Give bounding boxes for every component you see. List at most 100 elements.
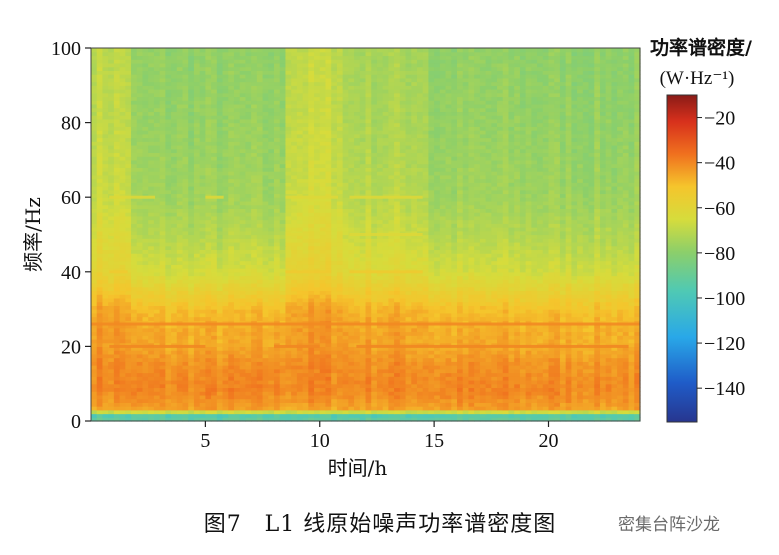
heatmap-cell — [537, 357, 544, 362]
heatmap-cell — [502, 256, 510, 262]
heatmap-cell — [457, 312, 464, 318]
heatmap-cell — [142, 301, 149, 306]
heatmap-cell — [159, 301, 166, 306]
heatmap-cell — [388, 268, 395, 273]
heatmap-cell — [216, 391, 224, 396]
heatmap-cell — [491, 290, 498, 295]
heatmap-cell — [171, 320, 178, 325]
heatmap-cell — [605, 234, 613, 239]
heatmap-cell — [308, 320, 315, 325]
heatmap-cell — [233, 350, 241, 355]
heatmap-cell — [394, 320, 401, 325]
heatmap-cell — [239, 350, 247, 355]
heatmap-cell — [577, 324, 584, 329]
heatmap-cell — [531, 342, 538, 347]
heatmap-cell — [519, 406, 527, 411]
heatmap-cell — [91, 361, 98, 366]
heatmap-cell — [193, 331, 201, 336]
heatmap-cell — [216, 413, 224, 418]
heatmap-cell — [182, 324, 189, 329]
heatmap-cell — [485, 234, 492, 239]
heatmap-cell — [479, 230, 487, 236]
heatmap-cell — [193, 387, 201, 392]
heatmap-cell — [314, 238, 321, 243]
heatmap-cell — [308, 290, 315, 295]
heatmap-cell — [342, 327, 349, 333]
heatmap-cell — [279, 264, 287, 269]
heatmap-cell — [302, 342, 309, 347]
heatmap-cell — [96, 294, 104, 299]
heatmap-cell — [365, 346, 372, 351]
heatmap-cell — [634, 305, 641, 310]
heatmap-cell — [354, 327, 361, 333]
heatmap-cell — [571, 327, 578, 333]
heatmap-cell — [428, 335, 435, 340]
heatmap-cell — [96, 346, 104, 351]
heatmap-cell — [554, 361, 561, 366]
heatmap-cell — [474, 290, 481, 295]
heatmap-cell — [508, 327, 515, 333]
heatmap-cell — [491, 327, 498, 333]
heatmap-cell — [445, 309, 452, 314]
heatmap-cell — [96, 357, 104, 362]
heatmap-cell — [457, 342, 464, 347]
heatmap-cell — [193, 361, 201, 366]
heatmap-cell — [205, 387, 212, 392]
heatmap-cell — [108, 342, 115, 347]
heatmap-cell — [176, 406, 184, 411]
heatmap-cell — [554, 245, 561, 251]
heatmap-cell — [405, 282, 412, 288]
heatmap-cell — [605, 387, 613, 392]
heatmap-cell — [497, 260, 504, 265]
heatmap-cell — [216, 238, 224, 243]
heatmap-cell — [382, 320, 389, 325]
heatmap-cell — [142, 383, 149, 389]
heatmap-cell — [182, 409, 189, 415]
heatmap-cell — [354, 398, 361, 403]
heatmap-cell — [159, 230, 166, 236]
heatmap-cell — [474, 286, 481, 292]
heatmap-cell — [331, 372, 338, 377]
heatmap-cell — [628, 320, 635, 325]
heatmap-cell — [622, 372, 630, 377]
heatmap-cell — [314, 338, 321, 344]
heatmap-cell — [148, 256, 155, 262]
heatmap-cell — [211, 260, 218, 265]
heatmap-cell — [274, 256, 281, 262]
heatmap-cell — [571, 357, 578, 362]
heatmap-cell — [251, 406, 258, 411]
heatmap-cell — [354, 268, 361, 273]
heatmap-cell — [251, 409, 258, 415]
heatmap-cell — [468, 253, 475, 258]
heatmap-cell — [439, 256, 447, 262]
heatmap-cell — [245, 305, 252, 310]
heatmap-cell — [428, 342, 435, 347]
heatmap-cell — [451, 406, 458, 411]
heatmap-cell — [125, 282, 132, 288]
heatmap-cell — [285, 406, 292, 411]
heatmap-cell — [256, 238, 264, 243]
heatmap-cell — [617, 409, 624, 415]
heatmap-cell — [571, 376, 578, 381]
heatmap-cell — [342, 350, 349, 355]
heatmap-cell — [359, 376, 367, 381]
heatmap-cell — [622, 268, 630, 273]
heatmap-cell — [91, 297, 98, 303]
heatmap-cell — [628, 331, 635, 336]
heatmap-cell — [159, 406, 166, 411]
heatmap-cell — [96, 320, 104, 325]
heatmap-cell — [622, 331, 630, 336]
heatmap-cell — [119, 368, 126, 374]
heatmap-cell — [308, 368, 315, 374]
heatmap-cell — [382, 245, 389, 251]
heatmap-cell — [205, 264, 212, 269]
heatmap-cell — [182, 230, 189, 236]
heatmap-cell — [91, 253, 98, 258]
heatmap-cell — [508, 241, 515, 247]
heatmap-cell — [119, 357, 126, 362]
heatmap-cell — [428, 353, 435, 359]
heatmap-cell — [251, 305, 258, 310]
heatmap-cell — [291, 361, 298, 366]
heatmap-cell — [96, 264, 104, 269]
heatmap-cell — [548, 346, 555, 351]
